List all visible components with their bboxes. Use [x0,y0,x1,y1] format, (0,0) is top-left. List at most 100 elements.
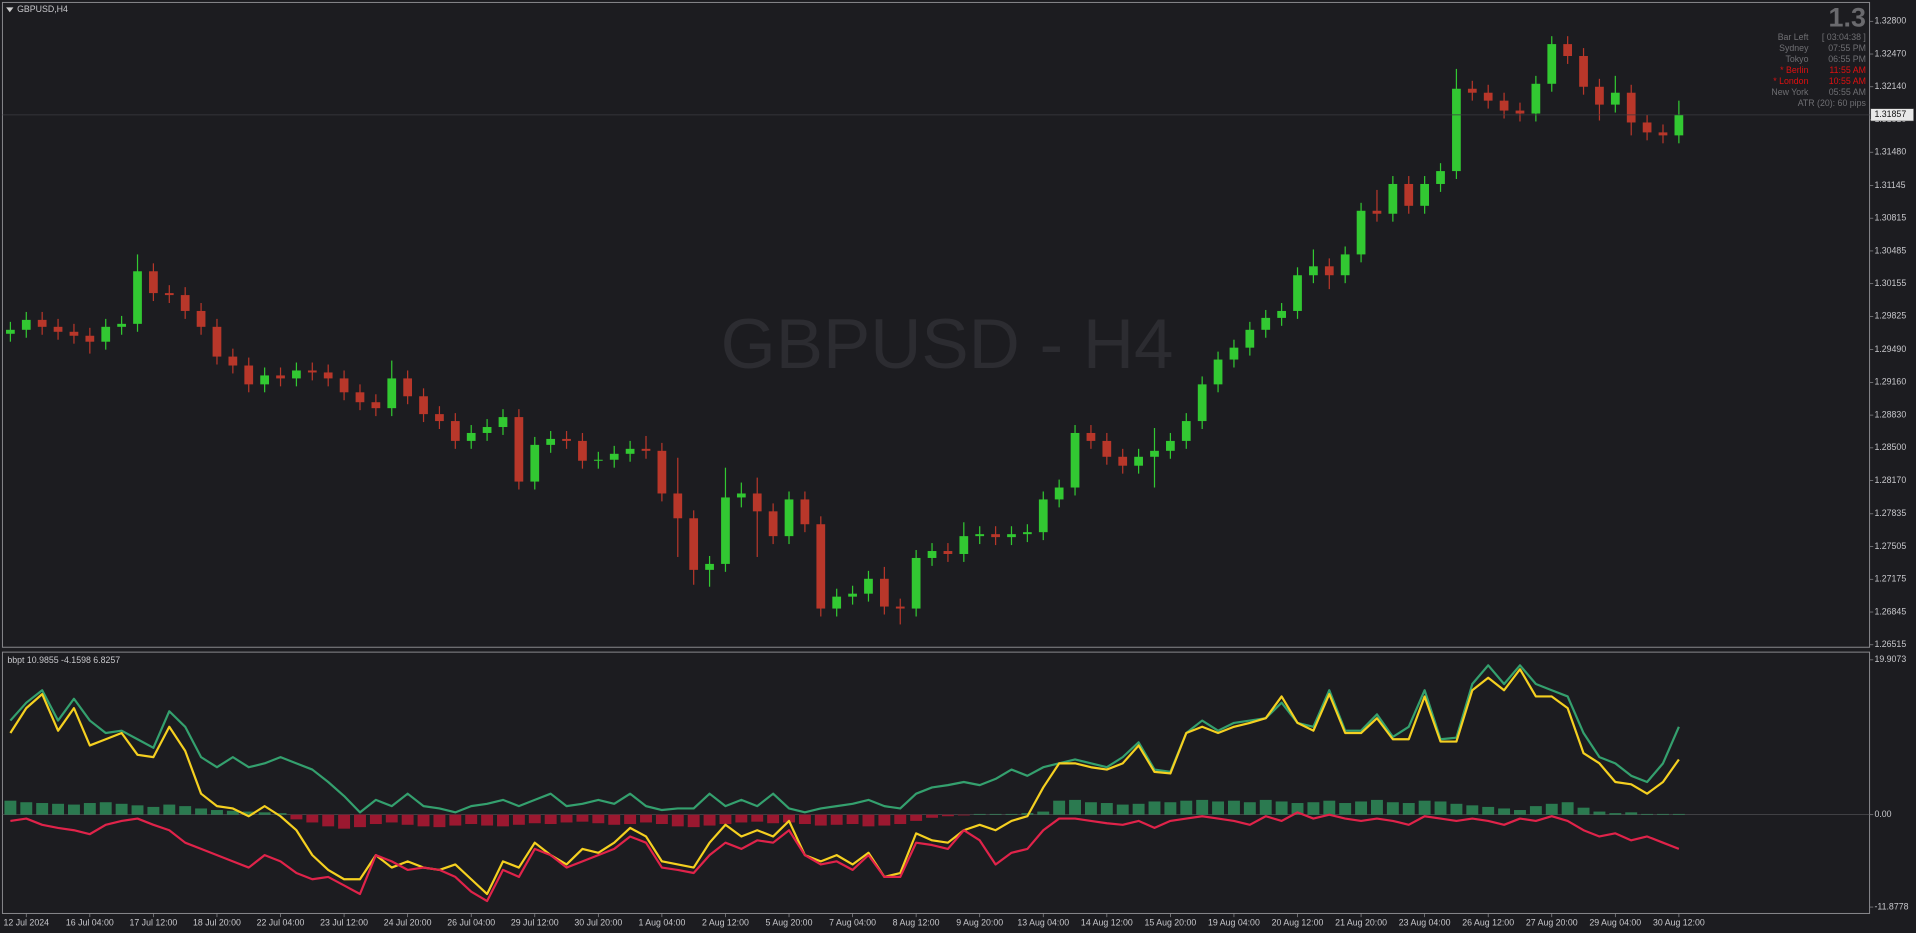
info-value: [ 03:04:38 ] [1822,32,1866,42]
candle-body [498,417,508,428]
candle-body [292,370,301,379]
candle-body [784,499,794,537]
histogram-bar [1180,800,1193,815]
histogram-bar [195,808,208,815]
x-tick-label: 5 Aug 20:00 [766,918,813,928]
candle-body [705,563,714,570]
candle-body [593,459,603,461]
histogram-bar [608,814,621,825]
candle-body [1420,183,1430,206]
histogram-bar [894,814,907,825]
candle-body [609,453,619,460]
last-price-box [1870,108,1914,122]
histogram-bar [798,814,811,825]
histogram-bar [1259,799,1272,815]
histogram-bar [52,803,65,815]
histogram-bar [1037,811,1050,815]
histogram-bar [512,814,525,825]
histogram-bar [1371,799,1383,815]
histogram-bar [274,813,287,815]
histogram-bar [1323,800,1336,815]
histogram-bar [354,814,366,828]
candle-body [1499,100,1509,111]
x-tick-label: 30 Jul 20:00 [574,918,622,928]
histogram-bar [973,813,986,815]
histogram-bar [115,803,128,815]
x-tick-label: 18 Jul 20:00 [193,918,241,928]
candle-body [1118,456,1128,466]
histogram-bar [465,814,478,825]
candle-body [816,524,826,609]
info-label: New York [1771,87,1809,97]
dropdown-icon[interactable] [6,7,14,13]
info-value: 11:55 AM [1829,65,1865,75]
histogram-bar [1339,803,1352,815]
histogram-bar [560,814,573,823]
candle-body [1324,266,1334,276]
candle-body [37,319,47,327]
info-label: ATR (20): 60 pips [1798,98,1867,108]
candle-body [1102,440,1112,457]
candle-body [307,370,317,373]
x-tick-label: 22 Jul 04:00 [257,918,305,928]
candle-body [975,534,985,537]
candle-body [1166,440,1175,451]
candle-body [260,375,270,385]
histogram-bar [1482,806,1495,815]
histogram-bar [338,814,351,829]
candle-body [879,578,889,607]
histogram-bar [1657,813,1669,815]
histogram-bar [4,800,17,815]
histogram-bar [1498,808,1511,815]
candle-body [117,323,126,327]
histogram-bar [703,814,716,826]
x-tick-label: 26 Jul 04:00 [447,918,495,928]
info-value: 05:55 AM [1829,87,1866,97]
candle-body [323,372,333,379]
x-tick-label: 24 Jul 20:00 [384,918,432,928]
histogram-bar [1212,801,1225,815]
candle-body [1372,210,1382,214]
candle-body [1054,487,1064,500]
candle-body [387,378,397,409]
x-tick-label: 30 Aug 12:00 [1653,918,1705,928]
candle-body [244,365,254,385]
histogram-bar [211,810,223,815]
histogram-bar [687,814,700,828]
x-tick-label: 19 Aug 04:00 [1208,918,1260,928]
y-tick-label: 1.28830 [1874,409,1906,419]
histogram-bar [1227,800,1240,815]
x-tick-label: 23 Aug 04:00 [1399,918,1451,928]
histogram-bar [497,814,509,827]
x-tick-label: 7 Aug 04:00 [829,918,876,928]
candle-body [800,499,810,525]
histogram-bar [1275,801,1288,815]
candle-body [419,396,428,415]
y-tick-label: 1.29490 [1874,344,1906,354]
histogram-bar [1609,813,1622,815]
y-tick-label: 1.32470 [1874,48,1906,58]
x-tick-label: 1 Aug 04:00 [638,918,685,928]
histogram-bar [83,803,96,815]
candle-body [101,326,111,342]
histogram-bar [258,812,271,815]
candle-body [991,534,1000,538]
histogram-bar [1084,802,1097,815]
candle-body [1038,499,1048,533]
candle-body [53,326,63,332]
candle-body [1309,266,1318,276]
candle-body [1007,534,1016,538]
histogram-bar [433,814,446,828]
candle-body [466,432,476,441]
y-tick-label: 1.29825 [1874,311,1906,321]
histogram-bar [1291,803,1304,815]
y-tick-label: 1.27175 [1874,574,1906,584]
histogram-bar [783,814,795,823]
histogram-bar [36,803,49,815]
histogram-bar [862,814,875,827]
x-tick-label: 12 Jul 2024 [4,918,50,928]
candle-body [530,444,540,482]
y-tick-label: 1.30485 [1874,245,1906,255]
histogram-bar [1561,802,1574,815]
